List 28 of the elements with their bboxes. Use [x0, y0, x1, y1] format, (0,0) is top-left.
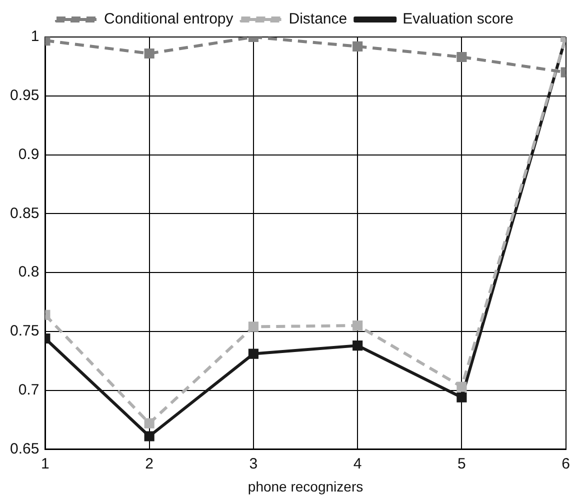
x-axis-title: phone recognizers: [248, 478, 364, 494]
point: [456, 392, 467, 402]
point: [248, 322, 258, 332]
point: [456, 52, 467, 62]
y-tick-label: 0.95: [10, 87, 40, 104]
y-tick-label: 0.65: [10, 440, 40, 458]
x-tick-label: 6: [562, 455, 570, 472]
point: [352, 320, 363, 331]
legend-label: Distance: [288, 10, 348, 28]
legend-label: Conditional entropy: [104, 10, 234, 28]
point: [456, 382, 467, 392]
point: [352, 41, 363, 52]
y-tick-label: 1: [30, 28, 40, 46]
y-tick-label: 0.8: [18, 264, 40, 281]
point: [144, 418, 154, 428]
x-tick-label: 5: [458, 455, 466, 472]
point: [352, 340, 363, 351]
point: [248, 348, 258, 359]
y-tick-label: 0.85: [10, 204, 40, 222]
point: [144, 431, 154, 442]
y-tick-label: 0.7: [18, 381, 40, 398]
legend-label: Evaluation score: [402, 10, 514, 28]
x-tick-label: 2: [145, 455, 154, 472]
x-tick-label: 4: [353, 455, 362, 472]
y-tick-label: 0.75: [10, 322, 40, 340]
y-tick-label: 0.9: [18, 146, 40, 163]
x-tick-label: 3: [249, 455, 258, 472]
point: [144, 48, 154, 59]
